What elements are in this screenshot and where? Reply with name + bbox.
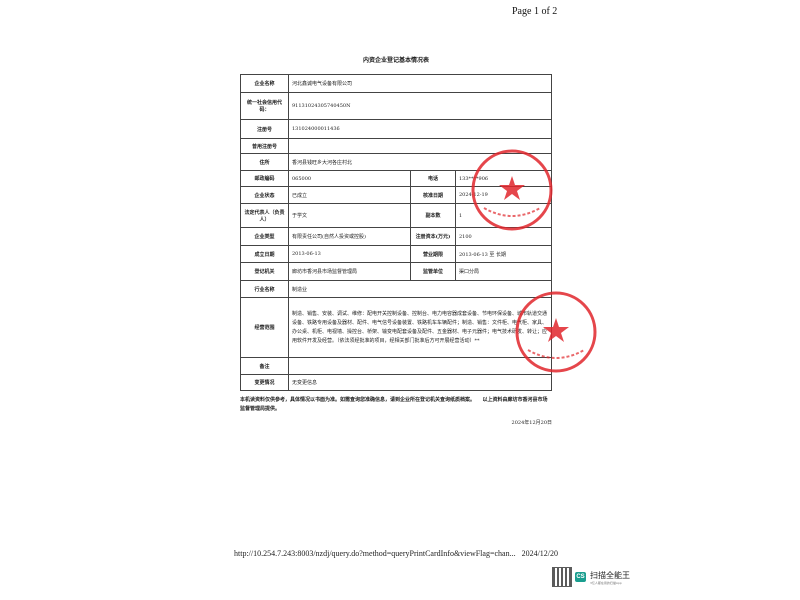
row-value: 廊坊市香河县市场监督管理局 xyxy=(288,262,411,281)
row-value: 131024000011436 xyxy=(288,119,552,139)
row-value: 有限责任公司(自然人投资或控股) xyxy=(288,227,411,246)
row-value: 2024-12-19 xyxy=(455,186,552,204)
table-row: 住所 香河县钱旺乡大河各庄村北 xyxy=(240,153,552,171)
row-label: 行业名称 xyxy=(240,280,289,298)
row-label: 统一社会信用代码： xyxy=(240,92,289,120)
camscanner-logo-icon: CS xyxy=(575,572,586,582)
row-label: 注册资本(万元) xyxy=(410,227,456,246)
page-indicator: Page 1 of 2 xyxy=(512,6,558,17)
row-value: 91131024305740450N xyxy=(288,92,552,120)
row-value: 香河县钱旺乡大河各庄村北 xyxy=(288,153,552,171)
brand-name: 扫描全能王 xyxy=(590,570,630,580)
camscanner-watermark: CS 扫描全能王 3亿人都在用的扫描App xyxy=(552,567,630,587)
row-value: 于学文 xyxy=(288,203,411,228)
row-value xyxy=(288,138,552,154)
row-label: 企业名称 xyxy=(240,74,289,93)
row-value: 制造业 xyxy=(288,280,552,298)
row-label: 注册号 xyxy=(240,119,289,139)
registration-table: 企业名称 河北鑫诚电气设备有限公司 统一社会信用代码： 91131024305740… xyxy=(240,74,552,391)
row-value: 065000 xyxy=(288,170,411,187)
row-label: 成立日期 xyxy=(240,245,289,263)
row-label: 监管单位 xyxy=(410,262,456,281)
issue-date: 2024年12月20日 xyxy=(511,420,552,426)
row-label: 邮政编码 xyxy=(240,170,289,187)
row-value: 2013-06-13 至 长期 xyxy=(455,245,552,263)
table-row: 统一社会信用代码： 91131024305740450N xyxy=(240,92,552,120)
row-label: 企业状态 xyxy=(240,186,289,204)
row-label: 营业期限 xyxy=(410,245,456,263)
table-row: 注册号 131024000011436 xyxy=(240,119,552,139)
qr-code-icon xyxy=(552,567,572,587)
table-row: 企业状态 已成立 核准日期 2024-12-19 xyxy=(240,186,552,204)
table-row: 成立日期 2013-06-13 营业期限 2013-06-13 至 长期 xyxy=(240,245,552,263)
row-value: 2013-06-13 xyxy=(288,245,411,263)
row-value: 2100 xyxy=(455,227,552,246)
table-row: 企业类型 有限责任公司(自然人投资或控股) 注册资本(万元) 2100 xyxy=(240,227,552,246)
table-row: 邮政编码 065000 电话 133****906 xyxy=(240,170,552,187)
row-label: 副本数 xyxy=(410,203,456,228)
row-value: 制造、销售、安装、调试、维修：配电开关控制设备、控制台、电力电容器成套设备、节电… xyxy=(288,297,552,358)
row-label: 电话 xyxy=(410,170,456,187)
document-title: 内资企业登记基本情况表 xyxy=(362,57,429,64)
row-value: 渠口分局 xyxy=(455,262,552,281)
print-footer: http://10.254.7.243:8003/nzdj/query.do?m… xyxy=(234,549,558,558)
source-url: http://10.254.7.243:8003/nzdj/query.do?m… xyxy=(234,549,516,558)
table-row: 变更情况 无变更信息 xyxy=(240,374,552,391)
row-value: 河北鑫诚电气设备有限公司 xyxy=(288,74,552,93)
table-row: 企业名称 河北鑫诚电气设备有限公司 xyxy=(240,74,552,93)
table-row: 经营范围 制造、销售、安装、调试、维修：配电开关控制设备、控制台、电力电容器成套设… xyxy=(240,297,552,358)
row-label: 曾用注册号 xyxy=(240,138,289,154)
row-value: 133****906 xyxy=(455,170,552,187)
row-label: 登记机关 xyxy=(240,262,289,281)
row-value: 1 xyxy=(455,203,552,228)
table-row: 曾用注册号 xyxy=(240,138,552,154)
row-label: 变更情况 xyxy=(240,374,289,391)
row-label: 企业类型 xyxy=(240,227,289,246)
table-row: 登记机关 廊坊市香河县市场监督管理局 监管单位 渠口分局 xyxy=(240,262,552,281)
row-label: 法定代表人（负责人） xyxy=(240,203,289,228)
disclaimer-note: 本机读资料仅供参考，具体情况以书面为准。如需查询您准确信息，请到企业所在登记机关… xyxy=(240,397,548,412)
brand-tagline: 3亿人都在用的扫描App xyxy=(590,580,622,585)
row-value xyxy=(288,357,552,375)
print-date: 2024/12/20 xyxy=(521,549,559,558)
table-row: 行业名称 制造业 xyxy=(240,280,552,298)
row-value: 已成立 xyxy=(288,186,411,204)
table-row: 备注 xyxy=(240,357,552,375)
table-row: 法定代表人（负责人） 于学文 副本数 1 xyxy=(240,203,552,228)
row-label: 核准日期 xyxy=(410,186,456,204)
row-value: 无变更信息 xyxy=(288,374,552,391)
row-label: 住所 xyxy=(240,153,289,171)
row-label: 经营范围 xyxy=(240,297,289,358)
row-label: 备注 xyxy=(240,357,289,375)
